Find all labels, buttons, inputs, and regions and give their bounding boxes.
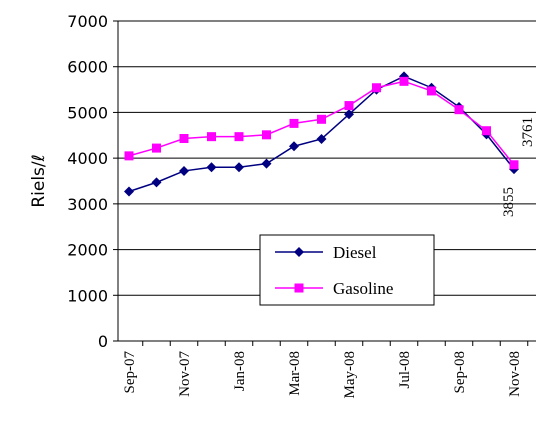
y-tick-label: 6000 [67, 58, 108, 77]
annotation-diesel-last: 3761 [520, 117, 536, 147]
data-point-gasoline [454, 105, 464, 115]
data-point-diesel [206, 162, 217, 173]
data-point-gasoline [289, 118, 299, 128]
data-point-gasoline [372, 83, 381, 93]
legend-marker-gasoline [294, 283, 304, 293]
series-lines [124, 71, 519, 197]
y-ticks: 0 1000 2000 3000 4000 5000 6000 7000 [67, 12, 118, 351]
x-tick-label: Sep-08 [452, 351, 468, 394]
data-point-gasoline [207, 132, 216, 142]
data-point-gasoline [152, 143, 161, 153]
y-tick-label: 3000 [67, 195, 108, 214]
data-point-gasoline [344, 101, 354, 111]
data-point-diesel [289, 141, 299, 152]
y-tick-label: 7000 [67, 12, 108, 31]
data-point-diesel [316, 133, 327, 144]
x-tick-label: May-08 [342, 351, 358, 399]
data-point-gasoline [427, 86, 436, 96]
y-tick-label: 1000 [67, 286, 108, 305]
data-point-diesel [179, 165, 189, 176]
x-tick-label: Nov-07 [177, 351, 193, 397]
data-point-gasoline [262, 130, 271, 140]
data-point-diesel [151, 177, 162, 188]
gridlines [118, 20, 536, 296]
x-tick-label: Nov-08 [507, 351, 523, 397]
data-point-gasoline [234, 132, 244, 142]
legend-marker-diesel [294, 247, 304, 257]
data-point-diesel [124, 186, 134, 197]
x-tick-label: Sep-07 [122, 351, 138, 394]
data-point-gasoline [399, 76, 409, 86]
legend: Diesel Gasoline [259, 234, 435, 306]
y-tick-label: 4000 [67, 149, 108, 168]
data-point-gasoline [179, 133, 189, 143]
x-ticks: Sep-07 Nov-07 Jan-08 Mar-08 May-08 Jul-08 Sep-… [122, 341, 529, 399]
x-tick-label: Jan-08 [232, 351, 248, 391]
y-tick-label: 5000 [67, 103, 108, 122]
data-point-gasoline [124, 151, 134, 161]
y-axis-label: Riels/ℓ [29, 154, 49, 207]
annotation-gasoline-last: 3855 [501, 187, 517, 217]
data-point-diesel [234, 162, 244, 173]
data-point-gasoline [482, 126, 491, 136]
series-line-diesel [128, 75, 515, 193]
legend-label-gasoline: Gasoline [333, 279, 393, 298]
data-point-gasoline [317, 114, 326, 124]
y-tick-label: 0 [98, 332, 108, 351]
data-point-diesel [344, 109, 354, 120]
data-point-gasoline [509, 160, 519, 170]
x-tick-label: Jul-08 [397, 351, 413, 389]
data-point-diesel [261, 158, 272, 169]
legend-label-diesel: Diesel [333, 243, 377, 262]
y-tick-label: 2000 [67, 241, 108, 260]
legend-box [259, 234, 435, 306]
x-tick-label: Mar-08 [287, 351, 303, 396]
